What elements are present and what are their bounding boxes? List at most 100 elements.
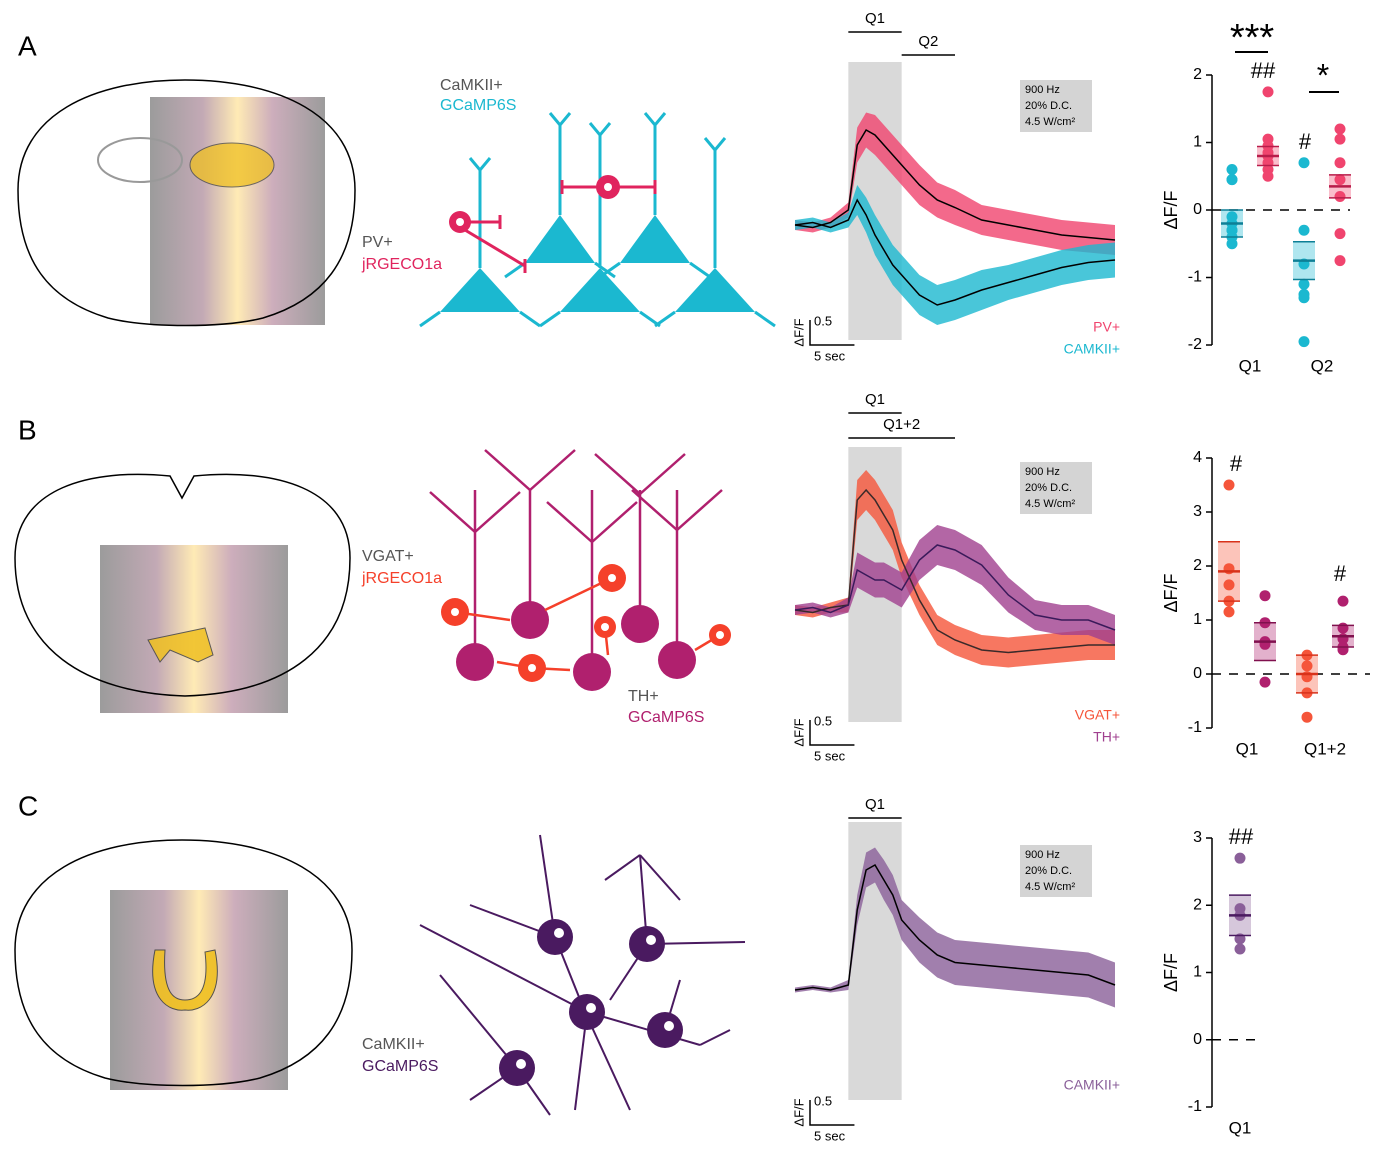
significance-marker: ## bbox=[1229, 824, 1254, 849]
data-point bbox=[1338, 644, 1349, 655]
data-point bbox=[1335, 255, 1346, 266]
neuron bbox=[647, 1012, 683, 1048]
indicator-label: GCaMP6S bbox=[628, 709, 704, 726]
data-point bbox=[1338, 596, 1349, 607]
significance-marker: * bbox=[1317, 57, 1329, 93]
nucleus bbox=[604, 183, 612, 191]
data-point bbox=[1302, 660, 1313, 671]
nucleus bbox=[601, 623, 609, 631]
indicator-label: GCaMP6S bbox=[440, 97, 516, 114]
data-point bbox=[1224, 579, 1235, 590]
axon bbox=[690, 263, 710, 277]
axon bbox=[540, 312, 560, 326]
pyramidal-neuron bbox=[675, 268, 755, 312]
data-point bbox=[1260, 677, 1271, 688]
data-point bbox=[1227, 164, 1238, 175]
data-point bbox=[1335, 157, 1346, 168]
stim-parameter: 900 Hz bbox=[1025, 466, 1060, 478]
scale-bar-label: 0.5 bbox=[814, 1093, 832, 1108]
x-tick-label: Q2 bbox=[1311, 356, 1334, 375]
y-tick-label: 3 bbox=[1193, 829, 1202, 846]
x-tick-label: Q1 bbox=[1236, 739, 1259, 758]
dendrite bbox=[645, 113, 665, 125]
scale-bar-label: 5 sec bbox=[814, 1128, 846, 1143]
inhibitory-connection bbox=[465, 230, 525, 266]
stim-parameter: 20% D.C. bbox=[1025, 865, 1072, 877]
indicator-label: jRGECO1a bbox=[361, 256, 442, 273]
nucleus bbox=[528, 664, 536, 672]
y-tick-label: -1 bbox=[1188, 1098, 1202, 1115]
significance-marker: ## bbox=[1251, 58, 1276, 83]
y-axis-label: ΔF/F bbox=[1161, 190, 1181, 229]
dendrite bbox=[705, 138, 725, 150]
panel-label: B bbox=[18, 414, 37, 445]
y-tick-label: 0 bbox=[1193, 201, 1202, 218]
data-point bbox=[1235, 853, 1246, 864]
nucleus bbox=[456, 218, 464, 226]
data-point bbox=[1227, 238, 1238, 249]
nucleus bbox=[516, 1059, 526, 1069]
y-tick-label: -1 bbox=[1188, 719, 1202, 736]
heatmap bbox=[100, 545, 288, 713]
data-point bbox=[1224, 606, 1235, 617]
scale-bar-label: ΔF/F bbox=[791, 318, 806, 346]
scale-bar-label: ΔF/F bbox=[791, 718, 806, 746]
nucleus bbox=[716, 631, 724, 639]
dendrite bbox=[605, 855, 640, 880]
y-tick-label: 1 bbox=[1193, 964, 1202, 981]
panel-label: C bbox=[18, 790, 38, 821]
data-point bbox=[1335, 228, 1346, 239]
legend-entry: PV+ bbox=[1093, 319, 1120, 335]
axon bbox=[520, 312, 540, 326]
cell-type-label: PV+ bbox=[362, 234, 393, 251]
dendrite bbox=[700, 1030, 730, 1045]
y-tick-label: 1 bbox=[1193, 611, 1202, 628]
neuron bbox=[499, 1050, 535, 1086]
legend-entry: TH+ bbox=[1093, 729, 1120, 745]
scale-bar-label: 0.5 bbox=[814, 713, 832, 728]
cell-type-label: VGAT+ bbox=[362, 548, 414, 565]
stim-parameter: 900 Hz bbox=[1025, 84, 1060, 96]
stim-parameter: 4.5 W/cm² bbox=[1025, 116, 1075, 128]
data-point bbox=[1299, 292, 1310, 303]
data-point bbox=[1263, 86, 1274, 97]
heatmap bbox=[150, 97, 325, 325]
significance-marker: # bbox=[1230, 451, 1243, 476]
data-point bbox=[1227, 174, 1238, 185]
data-point bbox=[1299, 336, 1310, 347]
y-axis-label: ΔF/F bbox=[1161, 953, 1181, 992]
stim-parameter: 4.5 W/cm² bbox=[1025, 498, 1075, 510]
epoch-label: Q2 bbox=[918, 33, 938, 50]
dendrite bbox=[550, 113, 570, 125]
legend-entry: CAMKII+ bbox=[1064, 341, 1120, 357]
y-tick-label: 0 bbox=[1193, 1031, 1202, 1048]
axon bbox=[755, 312, 775, 326]
dendrite bbox=[470, 158, 490, 170]
nucleus bbox=[664, 1021, 674, 1031]
pyramidal-neuron bbox=[620, 215, 690, 263]
scale-bar-label: ΔF/F bbox=[791, 1098, 806, 1126]
neuron bbox=[537, 919, 573, 955]
legend-entry: CAMKII+ bbox=[1064, 1077, 1120, 1093]
data-point bbox=[1335, 174, 1346, 185]
y-axis-label: ΔF/F bbox=[1161, 573, 1181, 612]
data-point bbox=[1224, 480, 1235, 491]
figure: A B C CaMKII+ GCaMP6S PV+ jRGECO1a VGAT+… bbox=[0, 0, 1373, 1153]
epoch-label: Q1 bbox=[865, 391, 885, 408]
scale-bar-label: 0.5 bbox=[814, 313, 832, 328]
x-tick-label: Q1+2 bbox=[1304, 739, 1346, 758]
indicator-label: GCaMP6S bbox=[362, 1058, 438, 1075]
significance-marker: # bbox=[1334, 561, 1347, 586]
data-point bbox=[1235, 943, 1246, 954]
y-tick-label: -2 bbox=[1188, 336, 1202, 353]
data-point bbox=[1260, 590, 1271, 601]
stim-parameter: 900 Hz bbox=[1025, 849, 1060, 861]
dendrite bbox=[440, 975, 517, 1068]
y-tick-label: 1 bbox=[1193, 134, 1202, 151]
epoch-label: Q1 bbox=[865, 10, 885, 27]
heatmap bbox=[110, 890, 288, 1090]
dendrite bbox=[595, 454, 685, 494]
legend-entry: VGAT+ bbox=[1075, 707, 1120, 723]
y-tick-label: 3 bbox=[1193, 503, 1202, 520]
data-point bbox=[1263, 171, 1274, 182]
